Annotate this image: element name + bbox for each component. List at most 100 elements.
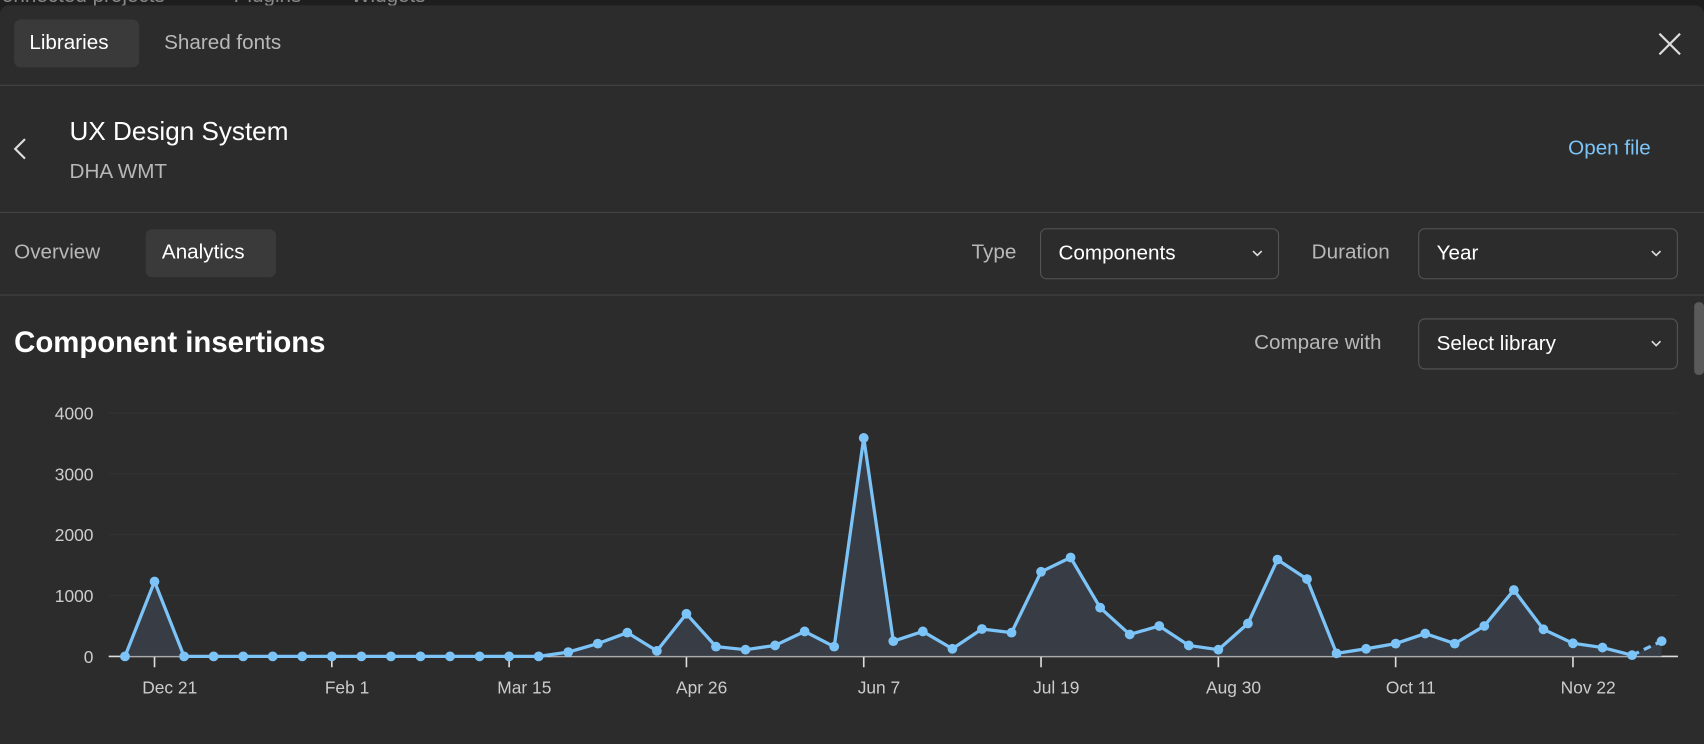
point bbox=[563, 647, 574, 658]
point bbox=[1154, 621, 1165, 631]
y-tick-label: 4000 bbox=[55, 403, 94, 423]
point bbox=[1479, 621, 1490, 631]
tab-selected-bg bbox=[145, 229, 277, 278]
x-tick-label: Mar 15 bbox=[497, 677, 551, 697]
tab[interactable]: Analytics bbox=[161, 241, 245, 265]
tab[interactable]: Overview bbox=[14, 241, 101, 265]
point bbox=[770, 640, 780, 651]
point bbox=[208, 651, 219, 662]
point bbox=[888, 636, 899, 647]
y-tick-label: 0 bbox=[84, 647, 94, 667]
point bbox=[829, 641, 840, 652]
point bbox=[326, 651, 337, 662]
point bbox=[1124, 629, 1135, 640]
point bbox=[1213, 644, 1224, 655]
chevron bbox=[1651, 249, 1662, 256]
point bbox=[149, 576, 160, 587]
type-dropdown[interactable]: Components bbox=[1040, 228, 1280, 280]
point bbox=[1243, 618, 1253, 629]
point bbox=[1508, 585, 1519, 595]
bg-tab: Widgets bbox=[351, 0, 426, 9]
point bbox=[1420, 628, 1431, 639]
point bbox=[799, 626, 810, 637]
compare-value: Select library bbox=[1436, 331, 1557, 355]
point bbox=[356, 651, 367, 662]
divider bbox=[0, 211, 1704, 213]
point bbox=[1302, 574, 1312, 584]
bg-tab: Plugins bbox=[234, 0, 302, 9]
point bbox=[1036, 566, 1046, 577]
scrollbar[interactable] bbox=[1694, 302, 1704, 375]
point bbox=[1095, 602, 1106, 613]
point bbox=[592, 638, 603, 649]
x-tick-label: Oct 11 bbox=[1386, 677, 1436, 697]
duration-value: Year bbox=[1436, 241, 1479, 265]
line bbox=[123, 436, 1633, 659]
point bbox=[1627, 650, 1637, 661]
point bbox=[947, 643, 958, 654]
point bbox=[1272, 554, 1283, 565]
x-tick-label: Nov 22 bbox=[1561, 677, 1616, 697]
point bbox=[1006, 627, 1017, 638]
point bbox=[297, 651, 308, 662]
area bbox=[124, 437, 1662, 657]
point bbox=[474, 651, 485, 662]
point bbox=[1331, 648, 1342, 659]
point bbox=[651, 646, 662, 656]
tab[interactable]: Libraries bbox=[29, 31, 109, 55]
point bbox=[1183, 640, 1194, 651]
point bbox=[238, 651, 249, 662]
bg-tab: Connected projects bbox=[0, 0, 165, 9]
type-label: Type bbox=[971, 241, 1017, 265]
back-button[interactable] bbox=[13, 138, 28, 160]
tab[interactable]: Shared fonts bbox=[164, 31, 282, 55]
chevron bbox=[1252, 249, 1263, 256]
x-tick-label: Jul 19 bbox=[1033, 677, 1079, 697]
library-name: UX Design System bbox=[69, 117, 289, 147]
point bbox=[740, 644, 751, 655]
point bbox=[1538, 624, 1549, 635]
point bbox=[1065, 552, 1076, 563]
point bbox=[1656, 636, 1667, 647]
point bbox=[1361, 643, 1371, 654]
x-tick-label: Dec 21 bbox=[142, 677, 197, 697]
point bbox=[504, 651, 515, 662]
point bbox=[917, 626, 928, 637]
y-tick-label: 3000 bbox=[55, 464, 94, 484]
point bbox=[1568, 638, 1578, 649]
point bbox=[386, 651, 396, 662]
x-tick-label: Aug 30 bbox=[1206, 677, 1261, 697]
compare-dropdown[interactable]: Select library bbox=[1418, 318, 1678, 370]
close-button[interactable] bbox=[1658, 32, 1681, 56]
point bbox=[1597, 642, 1608, 653]
tab-selected-bg bbox=[14, 19, 140, 68]
divider bbox=[0, 84, 1704, 86]
point bbox=[179, 651, 189, 662]
point bbox=[711, 641, 721, 652]
compare-label: Compare with bbox=[1254, 331, 1382, 355]
point bbox=[533, 651, 544, 662]
x-tick-label: Feb 1 bbox=[325, 677, 369, 697]
open-file-link[interactable]: Open file bbox=[1568, 136, 1651, 160]
y-tick-label: 2000 bbox=[55, 525, 94, 545]
type-value: Components bbox=[1058, 241, 1176, 265]
point bbox=[1449, 638, 1460, 649]
duration-dropdown[interactable]: Year bbox=[1418, 228, 1678, 280]
library-team: DHA WMT bbox=[69, 160, 168, 184]
point bbox=[415, 651, 426, 662]
point bbox=[445, 651, 455, 662]
point bbox=[681, 608, 692, 619]
point bbox=[120, 651, 130, 662]
point bbox=[267, 651, 278, 662]
y-tick-label: 1000 bbox=[55, 586, 94, 606]
point bbox=[622, 627, 633, 638]
duration-label: Duration bbox=[1311, 241, 1390, 265]
divider bbox=[0, 294, 1704, 296]
x-tick-label: Apr 26 bbox=[676, 677, 727, 697]
point bbox=[1390, 638, 1401, 649]
chevron bbox=[1651, 340, 1662, 347]
line-partial bbox=[1631, 639, 1663, 657]
x-tick-label: Jun 7 bbox=[858, 677, 901, 697]
